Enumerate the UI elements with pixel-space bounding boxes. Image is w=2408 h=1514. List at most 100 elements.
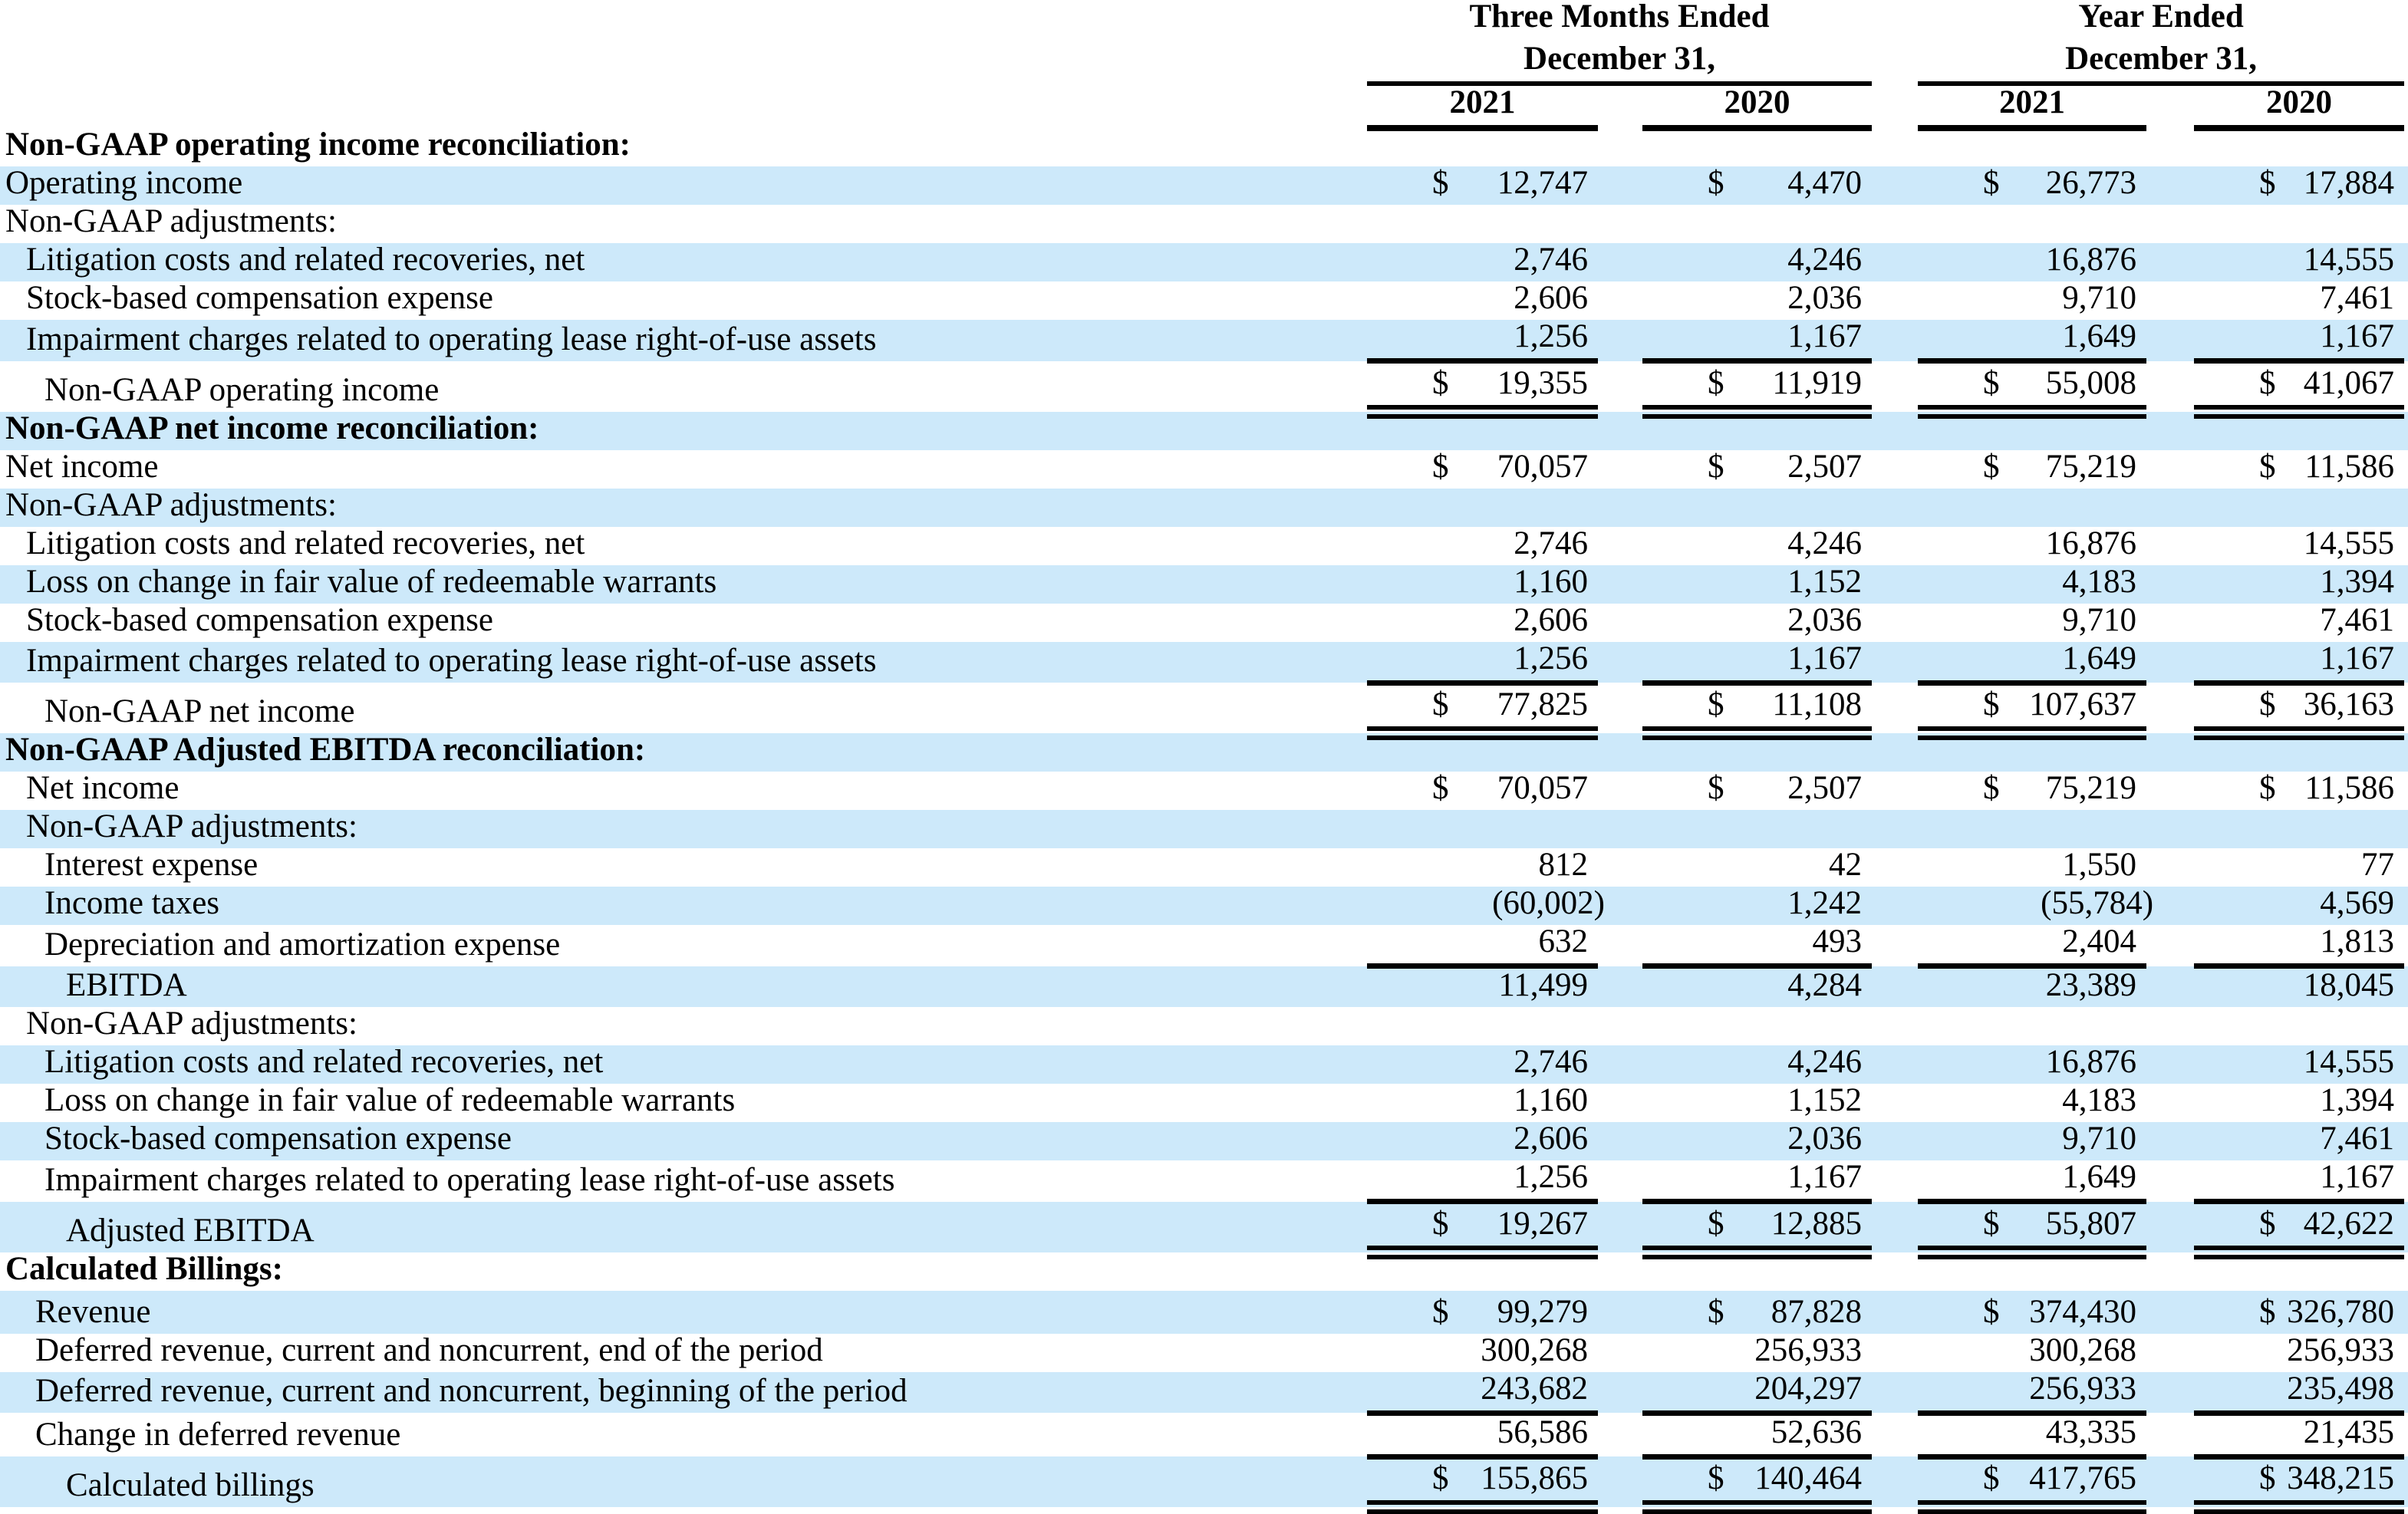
value-cell: $4,470 (1642, 166, 1872, 205)
right-margin (2404, 1372, 2408, 1414)
value-cell: 7,461 (2194, 281, 2404, 320)
right-margin (2404, 642, 2408, 683)
value: 7,461 (2320, 601, 2395, 638)
dollar-sign: $ (1983, 1205, 2000, 1242)
table-header: Three Months Ended Year Ended December 3… (0, 0, 2408, 131)
right-margin (2404, 604, 2408, 642)
value-cell: 77 (2194, 848, 2404, 887)
value: 4,569 (2320, 885, 2395, 921)
value: 235,498 (2287, 1370, 2395, 1407)
column-gap (1598, 1045, 1642, 1084)
value: 2,606 (1514, 1121, 1588, 1157)
value: 4,183 (2062, 563, 2137, 600)
total-row: Non-GAAP net income $77,825 $11,108 $107,63… (0, 680, 2408, 740)
dollar-sign: $ (1708, 165, 1724, 201)
value: 417,765 (2029, 1460, 2137, 1496)
row-label: Impairment charges related to operating … (26, 321, 877, 357)
value-cell: 235,498 (2194, 1372, 2404, 1414)
table-row: Net income $70,057 $2,507 $75,219 $11,586 (0, 772, 2408, 810)
right-margin (2404, 925, 2408, 966)
column-gap (2146, 642, 2194, 683)
value: 11,108 (1772, 686, 1863, 722)
column-gap (2146, 925, 2194, 966)
value-cell: 11,499 (1367, 963, 1598, 1007)
header-gap (1598, 84, 1642, 128)
value: 4,183 (2062, 1082, 2137, 1118)
value: 243,682 (1481, 1370, 1588, 1407)
table-row: Non-GAAP adjustments: (0, 488, 2408, 527)
value: 1,394 (2320, 1082, 2395, 1118)
right-margin (2404, 683, 2408, 733)
value-cell (1367, 412, 1598, 450)
value-cell: 1,152 (1642, 565, 1872, 604)
column-gap (1872, 925, 1918, 966)
value-cell (1367, 128, 1598, 166)
dollar-sign: $ (1708, 1293, 1724, 1330)
column-gap (1872, 683, 1918, 733)
column-year-q-2021: 2021 (1367, 84, 1598, 131)
value: 348,215 (2287, 1460, 2395, 1496)
column-gap (2146, 1202, 2194, 1252)
value-cell: 4,246 (1642, 527, 1872, 565)
value-cell: 16,876 (1918, 527, 2146, 565)
value-cell: 14,555 (2194, 1045, 2404, 1084)
value-cell: 56,586 (1367, 1410, 1598, 1456)
dollar-sign: $ (1983, 1293, 2000, 1330)
value: 1,394 (2320, 563, 2395, 600)
value-cell (1918, 1007, 2146, 1045)
value-cell: 1,256 (1367, 1160, 1598, 1202)
column-gap (1872, 412, 1918, 450)
value: 56,586 (1497, 1414, 1588, 1450)
value-cell (1642, 128, 1872, 166)
row-label: Non-GAAP Adjusted EBITDA reconciliation: (5, 732, 646, 768)
value: 12,747 (1497, 165, 1588, 201)
row-label: Non-GAAP operating income (44, 371, 440, 408)
value-cell: 9,710 (1918, 1122, 2146, 1160)
right-margin (2404, 966, 2408, 1008)
column-gap (1598, 966, 1642, 1008)
value: 155,865 (1481, 1460, 1588, 1496)
value: 2,746 (1514, 242, 1588, 278)
row-label: Calculated Billings: (5, 1250, 283, 1287)
value-cell: 4,183 (1918, 1084, 2146, 1122)
column-gap (1598, 1252, 1642, 1291)
column-gap (1598, 281, 1642, 320)
value: 11,499 (1498, 967, 1588, 1003)
right-margin (2404, 565, 2408, 604)
table-row: Deferred revenue, current and noncurrent… (0, 1334, 2408, 1372)
value-cell: $2,507 (1642, 772, 1872, 810)
value: 11,919 (1772, 364, 1863, 401)
value-cell: 1,167 (1642, 642, 1872, 683)
value-cell: 1,167 (2194, 1160, 2404, 1202)
right-margin (2404, 489, 2408, 527)
value: 812 (1538, 847, 1589, 883)
value-cell: 1,167 (1642, 320, 1872, 361)
column-year-q-2020: 2020 (1642, 84, 1873, 131)
value-cell: 1,256 (1367, 642, 1598, 683)
right-margin (2404, 1334, 2408, 1372)
value-cell (2194, 1252, 2404, 1291)
header-date-row: December 31, December 31, (0, 39, 2408, 86)
column-gap (1872, 733, 1918, 772)
table-row: Deferred revenue, current and noncurrent… (0, 1370, 2408, 1414)
column-year-fy-2020: 2020 (2194, 84, 2405, 131)
right-margin (2404, 1122, 2408, 1160)
value: 1,813 (2320, 923, 2395, 959)
dollar-sign: $ (1983, 686, 2000, 722)
value-cell (2194, 1007, 2404, 1045)
value-cell: 16,876 (1918, 1045, 2146, 1084)
value-cell: $155,865 (1367, 1453, 1598, 1514)
value: 70,057 (1497, 448, 1588, 485)
section-header-row: Non-GAAP Adjusted EBITDA reconciliation: (0, 733, 2408, 772)
column-gap (1872, 166, 1918, 205)
value-cell (1918, 412, 2146, 450)
value-cell (1642, 733, 1872, 772)
right-margin (2404, 361, 2408, 412)
value-cell: $348,215 (2194, 1453, 2405, 1514)
value-cell: 300,268 (1918, 1334, 2146, 1372)
row-label: Calculated billings (66, 1467, 315, 1503)
value: 99,279 (1497, 1293, 1588, 1330)
value: 41,067 (2303, 364, 2395, 401)
value: 77 (2361, 847, 2395, 883)
